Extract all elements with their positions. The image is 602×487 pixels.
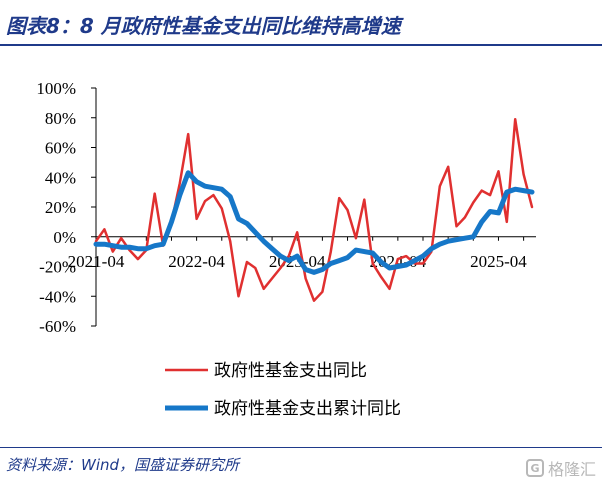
title-divider bbox=[0, 44, 602, 46]
series-1 bbox=[93, 170, 535, 275]
y-tick-label: 100% bbox=[36, 79, 76, 98]
line-chart: -60% -40% -20% 0% 20% 40% 60% 80% 100% 2021-04 20… bbox=[36, 79, 536, 419]
y-axis: -60% -40% -20% 0% 20% 40% 60% 80% 100% bbox=[36, 79, 97, 336]
watermark-text: 格隆汇 bbox=[547, 460, 596, 479]
y-tick-label: 0% bbox=[53, 228, 76, 247]
series-layer bbox=[93, 117, 535, 302]
y-tick-label: 60% bbox=[45, 139, 76, 158]
source-note: 资料来源：Wind，国盛证券研究所 bbox=[6, 456, 240, 474]
x-tick-label: 2021-04 bbox=[68, 252, 125, 271]
y-tick-label: -20% bbox=[39, 258, 76, 277]
y-tick-label: -40% bbox=[39, 287, 76, 306]
source-divider bbox=[0, 447, 602, 448]
y-tick-label: -60% bbox=[39, 317, 76, 336]
x-tick-label: 2022-04 bbox=[168, 252, 225, 271]
x-tick-label: 2025-04 bbox=[470, 252, 527, 271]
legend-label: 政府性基金支出同比 bbox=[214, 361, 367, 381]
watermark-logo-icon: G bbox=[525, 459, 544, 477]
title-bar: 图表8：8 月政府性基金支出同比维持高增速 bbox=[0, 0, 602, 44]
legend-label: 政府性基金支出累计同比 bbox=[214, 399, 401, 419]
chart-title: 图表8：8 月政府性基金支出同比维持高增速 bbox=[6, 14, 401, 38]
watermark: G 格隆汇 bbox=[525, 456, 596, 480]
y-tick-label: 20% bbox=[45, 198, 76, 217]
y-tick-label: 80% bbox=[45, 109, 76, 128]
y-tick-label: 40% bbox=[45, 168, 76, 187]
